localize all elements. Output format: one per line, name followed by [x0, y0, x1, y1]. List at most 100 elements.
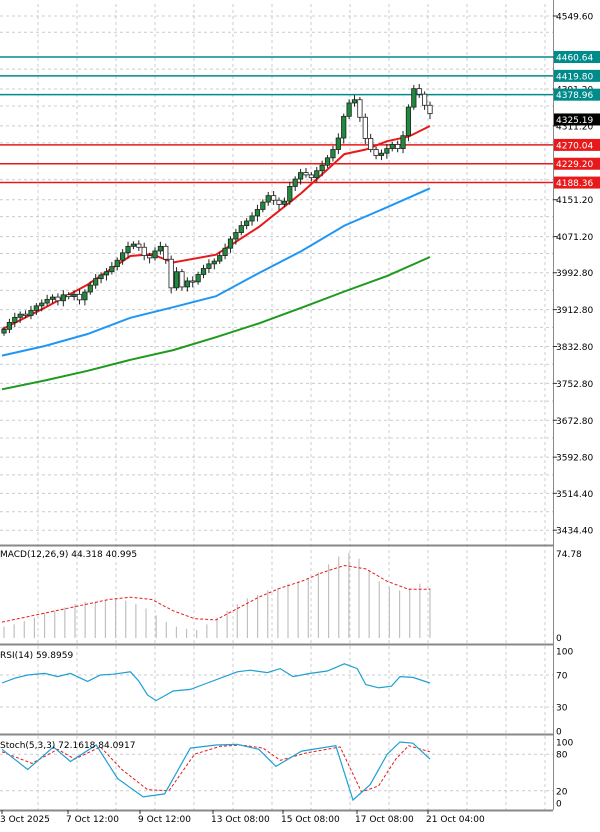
candle-body: [227, 238, 234, 249]
stoch-tick-label: 20: [556, 787, 568, 797]
rsi-tick-label: 0: [556, 728, 562, 738]
candle-body: [28, 310, 34, 316]
candle-body: [314, 170, 320, 179]
candle-body: [93, 278, 99, 286]
macd-label: MACD(12,26,9) 44.318 40.995: [0, 550, 137, 560]
ma-green-line: [1, 256, 431, 391]
candle-body: [125, 245, 131, 254]
candle-body: [76, 293, 83, 301]
candle-body: [60, 294, 66, 302]
y-tick-label: 3672.80: [556, 417, 593, 427]
current-price-label: 4325.19: [556, 116, 593, 126]
level-tag: [554, 138, 600, 151]
candle-body: [233, 232, 239, 240]
y-tick-label: 4151.20: [556, 196, 593, 206]
candle-body: [422, 93, 428, 106]
rsi-tick-label: 70: [556, 672, 568, 682]
candle-body: [395, 144, 401, 150]
candle-body: [157, 245, 163, 252]
rsi-label: RSI(14) 59.8959: [0, 651, 73, 661]
candle-body: [400, 135, 406, 150]
candle-body: [103, 271, 110, 276]
x-tick-label: 3 Oct 2025: [0, 815, 50, 825]
level-label: 4270.04: [556, 141, 593, 151]
level-label: 4460.64: [556, 54, 593, 64]
candle-body: [411, 88, 417, 108]
candle-body: [335, 137, 341, 150]
y-tick-label: 3912.80: [556, 306, 593, 316]
candle-body: [66, 294, 72, 298]
candle-body: [141, 246, 147, 256]
level-tag: [554, 51, 600, 64]
level-tag: [554, 69, 600, 82]
candle-body: [87, 284, 93, 293]
level-label: 4229.20: [556, 160, 593, 170]
candle-body: [195, 274, 201, 283]
level-tag: [554, 88, 600, 101]
candle-body: [163, 245, 169, 260]
candle-body: [287, 186, 293, 202]
candle-body: [152, 250, 158, 259]
candle-body: [82, 291, 88, 301]
candle-body: [44, 298, 50, 304]
candle-body: [303, 172, 309, 176]
candle-body: [351, 99, 358, 104]
candle-body: [265, 195, 271, 203]
candle-body: [71, 293, 77, 298]
candle-body: [427, 104, 433, 114]
stoch-signal-line: [1, 744, 431, 793]
stoch-tick-label: 100: [556, 739, 573, 749]
candle-body: [130, 243, 137, 247]
y-tick-label: 4549.60: [556, 13, 593, 23]
candle-body: [98, 274, 104, 280]
y-tick-label: 4311.20: [556, 122, 593, 132]
current-price-tag: [554, 113, 600, 126]
x-tick-label: 15 Oct 08:00: [281, 815, 340, 825]
candle-body: [146, 255, 153, 259]
macd-tick-label: 74.78: [556, 550, 582, 560]
level-label: 4419.80: [556, 72, 593, 82]
candle-body: [378, 152, 385, 156]
candle-body: [254, 209, 261, 217]
candle-body: [49, 296, 56, 300]
candle-body: [405, 106, 412, 137]
candle-body: [206, 263, 212, 269]
stoch-tick-label: 80: [556, 751, 568, 761]
level-label: 4188.36: [556, 179, 593, 189]
candle-body: [292, 178, 298, 187]
stoch-tick-label: 0: [556, 800, 562, 810]
y-tick-label: 3832.80: [556, 343, 593, 353]
candle-body: [416, 88, 422, 95]
y-tick-label: 3992.80: [556, 269, 593, 279]
candle-body: [39, 302, 45, 307]
candle-body: [173, 271, 180, 289]
stoch-main-line: [1, 741, 431, 802]
x-tick-label: 7 Oct 12:00: [66, 815, 119, 825]
candle-body: [190, 280, 196, 283]
candle-body: [297, 172, 304, 180]
candle-body: [222, 247, 228, 256]
candle-body: [109, 266, 115, 273]
candle-body: [22, 313, 29, 316]
candle-body: [389, 144, 395, 150]
y-tick-label: 3514.40: [556, 490, 593, 500]
stoch-label: Stoch(5,3,3) 72.1618 84.0917: [0, 741, 135, 751]
y-tick-label: 3592.80: [556, 454, 593, 464]
y-tick-label: 3434.40: [556, 527, 593, 537]
candle-body: [238, 225, 244, 233]
macd-tick-label: 0: [556, 634, 562, 644]
candle-body: [217, 255, 223, 262]
candle-body: [136, 243, 142, 248]
candle-body: [179, 271, 185, 288]
candle-body: [330, 149, 336, 159]
candle-body: [276, 199, 282, 205]
candle-body: [341, 115, 347, 139]
candle-body: [200, 268, 207, 275]
candle-body: [249, 215, 255, 222]
candle-body: [260, 201, 266, 210]
level-label: 4378.96: [556, 91, 593, 101]
candle-body: [362, 116, 368, 139]
candle-body: [114, 259, 120, 268]
candle-body: [324, 157, 331, 166]
